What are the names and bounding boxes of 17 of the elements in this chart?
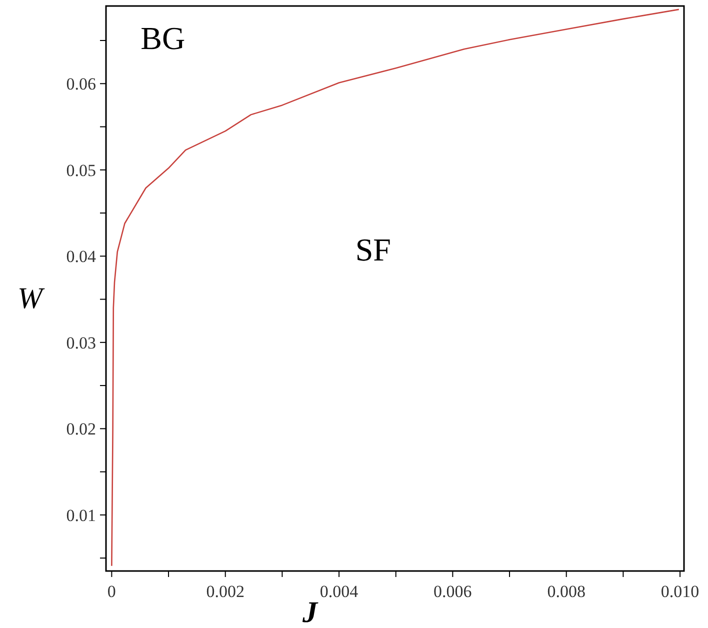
annotation: BG [140, 20, 186, 56]
y-axis-title: W [18, 282, 46, 315]
y-tick-label: 0.01 [66, 506, 96, 525]
y-tick-label: 0.05 [66, 160, 96, 180]
x-tick-label: 0.004 [320, 582, 359, 601]
x-axis-title: J [302, 596, 318, 628]
line-series [111, 8, 680, 566]
y-tick-label: 0.06 [66, 74, 96, 94]
annotation: SF [355, 231, 391, 268]
x-tick-label: 0.006 [434, 582, 472, 601]
y-tick-label: 0.04 [66, 247, 96, 266]
x-tick-label: 0.002 [206, 582, 244, 601]
x-tick-label: 0.010 [660, 582, 700, 601]
x-tick-label: 0.008 [547, 582, 586, 601]
y-tick-label: 0.02 [66, 420, 96, 439]
x-tick-label: 0 [107, 582, 116, 601]
y-tick-label: 0.03 [66, 333, 96, 352]
